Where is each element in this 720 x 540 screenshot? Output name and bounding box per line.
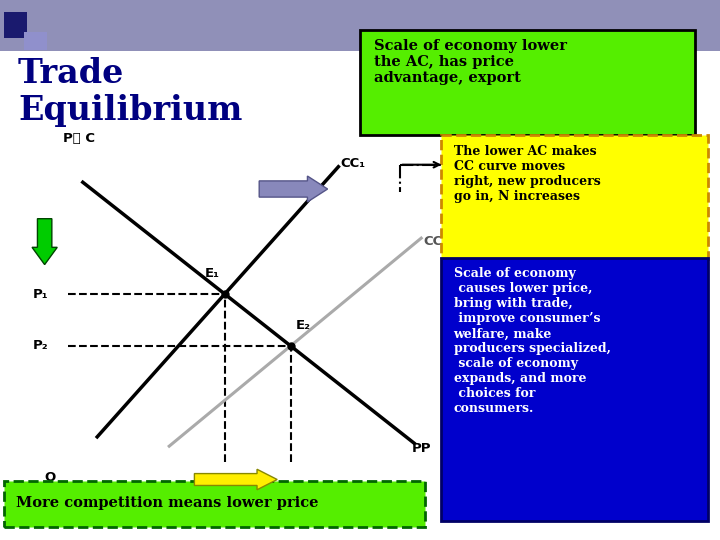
Text: P₂: P₂ [33, 340, 49, 353]
Text: E₂: E₂ [296, 319, 311, 332]
Text: P₁: P₁ [33, 287, 49, 301]
Text: Trade
Equilibrium: Trade Equilibrium [18, 57, 243, 126]
Text: The lower AC makes
CC curve moves
right, new producers
go in, N increases: The lower AC makes CC curve moves right,… [454, 145, 600, 202]
Text: N₂: N₂ [282, 482, 299, 495]
Text: P， C: P， C [63, 132, 95, 145]
Text: E₁: E₁ [205, 267, 220, 280]
Text: PP: PP [413, 442, 432, 455]
Text: More competition means lower price: More competition means lower price [16, 496, 318, 510]
Text: N₁: N₁ [216, 482, 233, 495]
Text: CC₁: CC₁ [341, 157, 365, 170]
Text: CC₂: CC₂ [423, 235, 448, 248]
Text: Scale of economy
 causes lower price,
bring with trade,
 improve consumer’s
welf: Scale of economy causes lower price, bri… [454, 267, 611, 415]
Text: Scale of economy lower
the AC, has price
advantage, export: Scale of economy lower the AC, has price… [374, 39, 567, 85]
Text: N: N [446, 455, 457, 468]
Text: O: O [45, 471, 56, 484]
